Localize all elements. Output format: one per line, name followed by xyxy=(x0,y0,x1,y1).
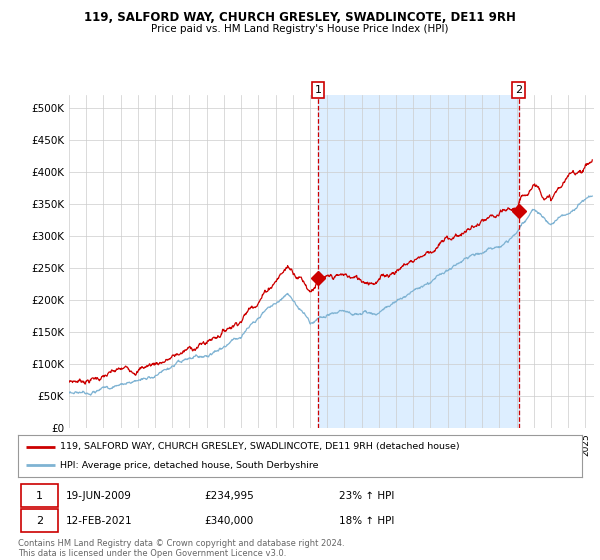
FancyBboxPatch shape xyxy=(21,510,58,532)
Text: 2: 2 xyxy=(36,516,43,526)
Text: 119, SALFORD WAY, CHURCH GRESLEY, SWADLINCOTE, DE11 9RH (detached house): 119, SALFORD WAY, CHURCH GRESLEY, SWADLI… xyxy=(60,442,460,451)
Bar xyxy=(318,95,518,428)
FancyBboxPatch shape xyxy=(21,484,58,507)
Text: 18% ↑ HPI: 18% ↑ HPI xyxy=(340,516,395,526)
Text: £340,000: £340,000 xyxy=(204,516,253,526)
Text: Price paid vs. HM Land Registry's House Price Index (HPI): Price paid vs. HM Land Registry's House … xyxy=(151,24,449,34)
Text: 119, SALFORD WAY, CHURCH GRESLEY, SWADLINCOTE, DE11 9RH: 119, SALFORD WAY, CHURCH GRESLEY, SWADLI… xyxy=(84,11,516,24)
Text: 1: 1 xyxy=(36,491,43,501)
Text: 23% ↑ HPI: 23% ↑ HPI xyxy=(340,491,395,501)
Text: 19-JUN-2009: 19-JUN-2009 xyxy=(66,491,132,501)
Text: 12-FEB-2021: 12-FEB-2021 xyxy=(66,516,133,526)
Text: Contains HM Land Registry data © Crown copyright and database right 2024.
This d: Contains HM Land Registry data © Crown c… xyxy=(18,539,344,558)
Text: 1: 1 xyxy=(314,85,322,95)
Text: HPI: Average price, detached house, South Derbyshire: HPI: Average price, detached house, Sout… xyxy=(60,461,319,470)
Text: £234,995: £234,995 xyxy=(204,491,254,501)
Text: 2: 2 xyxy=(515,85,522,95)
